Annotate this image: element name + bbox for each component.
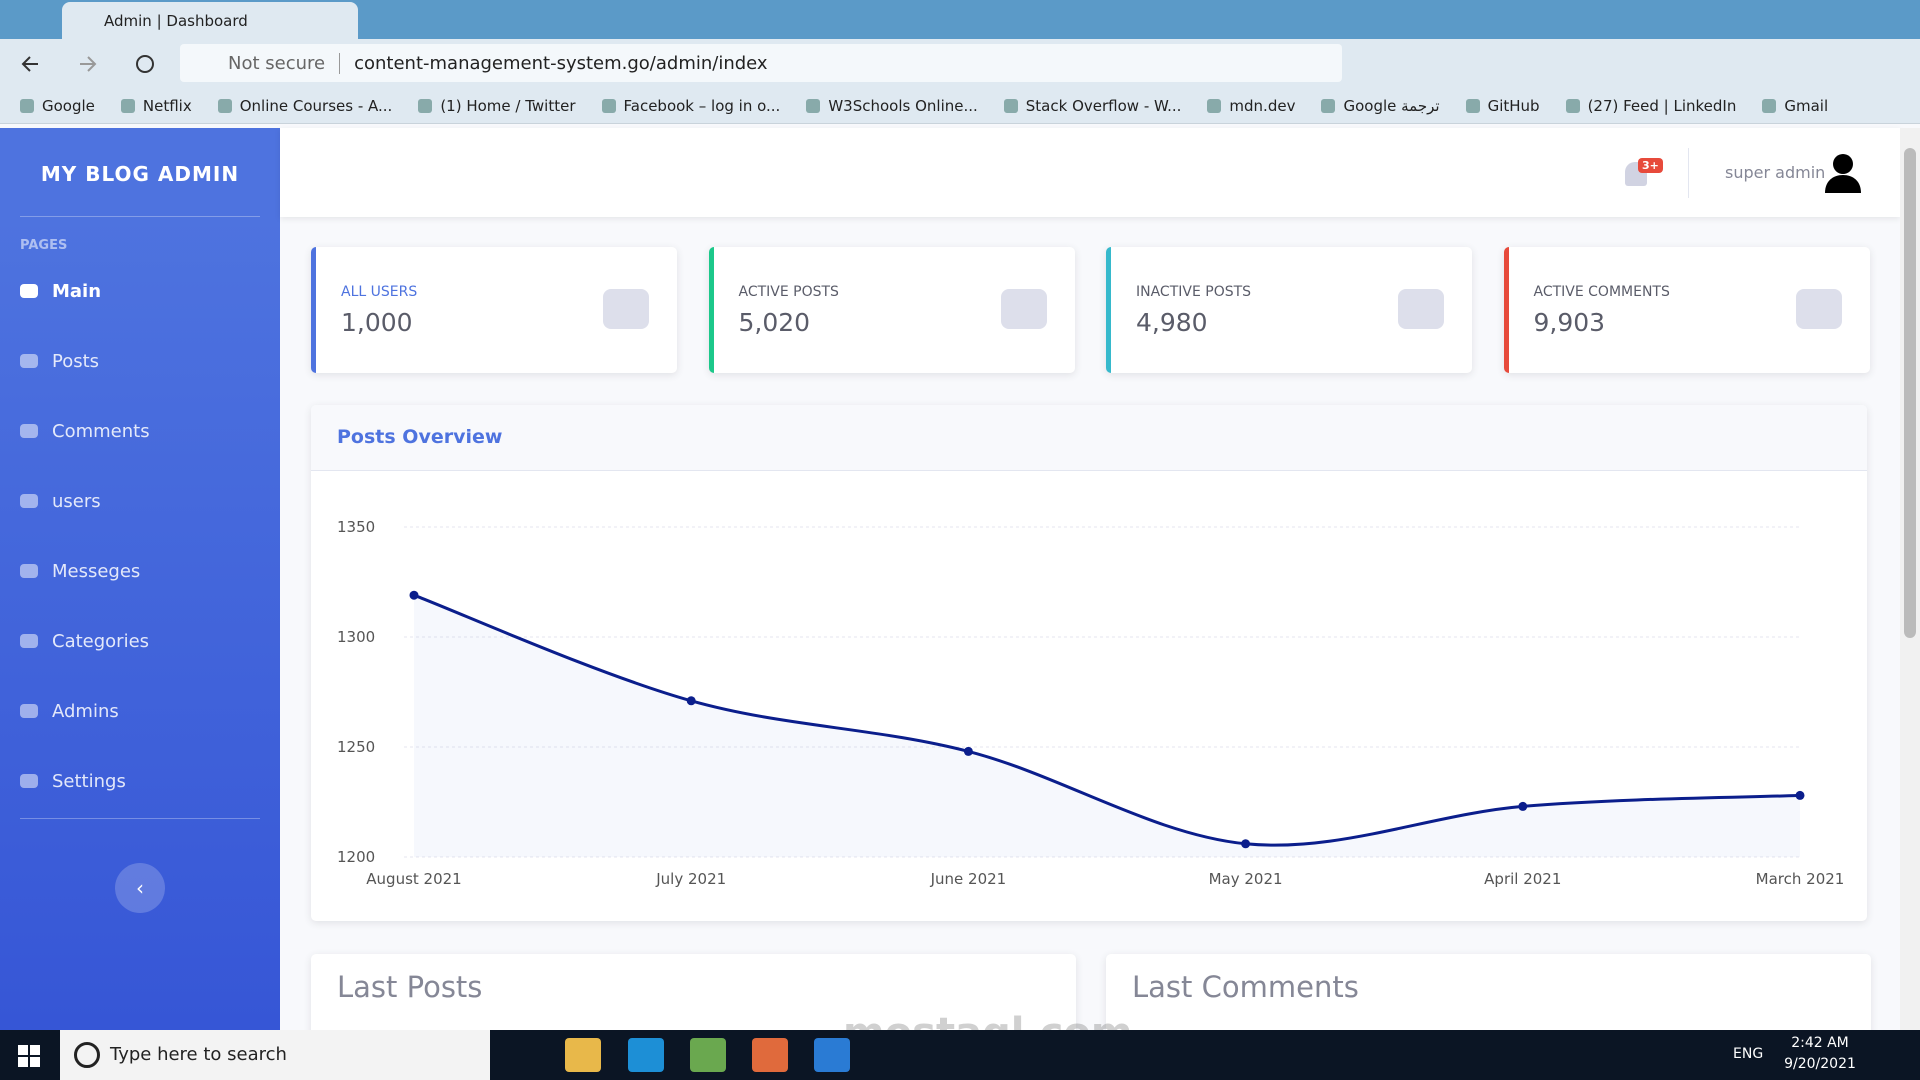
divider: [1688, 148, 1689, 198]
bookmark[interactable]: mdn.dev: [1207, 97, 1295, 115]
bookmark[interactable]: W3Schools Online...: [806, 97, 977, 115]
area: [414, 595, 1800, 857]
bookmarks-bar: Google Netflix Online Courses - A... (1) Ho…: [0, 88, 1920, 124]
nav-item[interactable]: Messeges: [20, 561, 140, 582]
point[interactable]: [686, 696, 696, 706]
taskbar-app[interactable]: [690, 1038, 726, 1072]
divider: [20, 818, 260, 819]
point[interactable]: [1241, 839, 1251, 849]
line: [413, 593, 1801, 847]
divider: [20, 216, 260, 217]
chart-title: Posts Overview: [337, 426, 503, 448]
nav-item[interactable]: Posts: [20, 351, 99, 372]
bookmark[interactable]: (27) Feed | LinkedIn: [1566, 97, 1737, 115]
stat-card: ACTIVE POSTS 5,020: [708, 247, 1075, 373]
point[interactable]: [1795, 790, 1805, 800]
nav-item[interactable]: Main: [20, 281, 101, 302]
nav-item[interactable]: Categories: [20, 631, 149, 652]
clock-date[interactable]: 9/20/2021: [1784, 1056, 1856, 1072]
y-tick-label: 1250: [337, 738, 375, 756]
stat-icon: [1795, 289, 1842, 329]
stat-value: 4,980: [1136, 308, 1208, 337]
y-tick-label: 1350: [337, 518, 375, 536]
browser-tab-bar: Admin | Dashboard: [0, 0, 1920, 39]
stat-label: ACTIVE POSTS: [738, 284, 839, 300]
bookmark[interactable]: GitHub: [1466, 97, 1540, 115]
nav-item[interactable]: Comments: [20, 421, 150, 442]
bookmark[interactable]: Google: [20, 97, 95, 115]
stat-icon: [603, 289, 649, 329]
nav-buttons: [21, 55, 154, 73]
stat-icon: [1000, 289, 1047, 329]
url-box[interactable]: Not secure content-management-system.go/a…: [180, 44, 1342, 82]
stat-icon: [1398, 289, 1444, 329]
stat-card: ALL USERS 1,000: [311, 247, 677, 373]
security-label: Not secure: [228, 53, 341, 74]
point[interactable]: [409, 590, 419, 600]
user-name[interactable]: super admin: [1725, 163, 1826, 182]
stat-card: ACTIVE COMMENTS 9,903: [1503, 247, 1870, 373]
taskbar-app[interactable]: [814, 1038, 850, 1072]
y-tick-label: 1300: [337, 628, 375, 646]
search-box[interactable]: Type here to search: [60, 1030, 490, 1080]
point[interactable]: [1518, 801, 1528, 811]
taskbar: Type here to search ENG 2:42 AM 9/20/202…: [0, 1030, 1920, 1080]
x-tick-label: May 2021: [1209, 870, 1283, 888]
section-heading: PAGES: [20, 238, 68, 253]
bookmark[interactable]: Netflix: [121, 97, 192, 115]
x-tick-label: June 2021: [930, 870, 1007, 888]
nav-item[interactable]: Settings: [20, 771, 126, 792]
bookmark[interactable]: (1) Home / Twitter: [418, 97, 575, 115]
nav-item[interactable]: Admins: [20, 701, 119, 722]
point[interactable]: [963, 746, 973, 756]
sidebar-toggle[interactable]: ‹: [115, 863, 165, 913]
stat-label: INACTIVE POSTS: [1136, 284, 1252, 300]
chart-panel: Posts Overview 1200 1250 1300 1350 August 20…: [311, 405, 1867, 921]
language[interactable]: ENG: [1733, 1046, 1764, 1062]
panel-header: [311, 405, 1867, 471]
stat-label: ACTIVE COMMENTS: [1533, 284, 1670, 300]
bookmark[interactable]: Stack Overflow - W...: [1004, 97, 1182, 115]
bookmark[interactable]: Gmail: [1762, 97, 1828, 115]
y-tick-label: 1200: [337, 848, 375, 866]
bookmark[interactable]: Online Courses - A...: [218, 97, 393, 115]
notification-badge: 3+: [1638, 158, 1663, 173]
taskbar-app[interactable]: [628, 1038, 664, 1072]
taskbar-app[interactable]: [752, 1038, 788, 1072]
sidebar: MY BLOG ADMIN PAGES ‹ Main Posts Comments u…: [0, 128, 280, 1030]
x-tick-label: July 2021: [655, 870, 726, 888]
chart: 1200 1250 1300 1350 August 2021 July 2021 June…: [337, 518, 1845, 888]
stat-value: 5,020: [738, 308, 811, 337]
x-tick-label: March 2021: [1756, 870, 1845, 888]
stat-value: 9,903: [1533, 308, 1606, 337]
nav-item[interactable]: users: [20, 491, 101, 512]
stat-card: INACTIVE POSTS 4,980: [1106, 247, 1472, 373]
start-button[interactable]: [18, 1045, 40, 1067]
x-tick-label: August 2021: [366, 870, 461, 888]
brand[interactable]: MY BLOG ADMIN: [40, 162, 240, 186]
url: content-management-system.go/admin/index: [354, 53, 768, 74]
stat-value: 1,000: [341, 308, 413, 337]
stat-label: ALL USERS: [341, 284, 418, 300]
clock-time[interactable]: 2:42 AM: [1791, 1035, 1849, 1051]
topbar: 3+ super admin: [280, 128, 1900, 217]
scrollbar[interactable]: [1900, 128, 1920, 1030]
taskbar-app[interactable]: [565, 1038, 601, 1072]
bookmark[interactable]: Facebook – log in o...: [602, 97, 781, 115]
x-tick-label: April 2021: [1484, 870, 1561, 888]
bookmark[interactable]: Google ترجمة: [1321, 97, 1439, 115]
address-bar: Not secure content-management-system.go/a…: [0, 39, 1920, 88]
avatar[interactable]: [1825, 153, 1861, 193]
browser-tab[interactable]: Admin | Dashboard: [62, 2, 358, 39]
